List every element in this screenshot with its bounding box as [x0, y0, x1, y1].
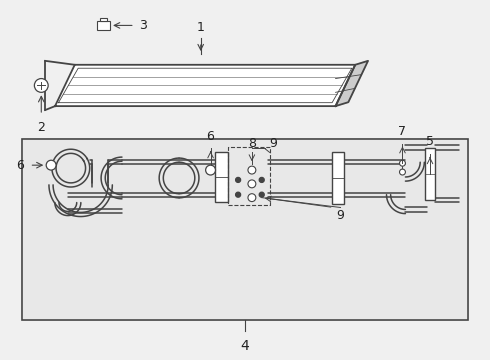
Circle shape — [399, 160, 405, 166]
Text: 7: 7 — [398, 125, 407, 138]
Bar — [98, 22, 110, 30]
Bar — [22, 139, 468, 320]
Bar — [425, 148, 435, 199]
Circle shape — [236, 177, 241, 183]
Circle shape — [248, 194, 256, 202]
Text: 4: 4 — [241, 339, 249, 354]
Text: 6: 6 — [16, 159, 24, 172]
Bar — [23, 140, 467, 319]
Bar — [228, 148, 270, 204]
Bar — [100, 18, 107, 22]
Circle shape — [259, 192, 264, 197]
Text: 2: 2 — [37, 121, 45, 134]
Bar — [216, 152, 228, 202]
Circle shape — [206, 165, 216, 175]
Text: 6: 6 — [207, 130, 215, 143]
Text: 8: 8 — [248, 138, 256, 150]
Circle shape — [259, 177, 264, 183]
Text: 1: 1 — [197, 21, 205, 34]
Text: 9: 9 — [270, 138, 277, 150]
Circle shape — [34, 78, 48, 92]
Circle shape — [248, 166, 256, 174]
Circle shape — [399, 169, 405, 175]
Polygon shape — [55, 65, 355, 106]
Polygon shape — [336, 61, 368, 106]
Circle shape — [248, 180, 256, 188]
Text: 3: 3 — [139, 19, 147, 32]
Text: 5: 5 — [426, 135, 434, 148]
Circle shape — [236, 192, 241, 197]
Bar — [332, 152, 344, 203]
Text: 9: 9 — [337, 210, 344, 222]
Circle shape — [46, 160, 56, 170]
